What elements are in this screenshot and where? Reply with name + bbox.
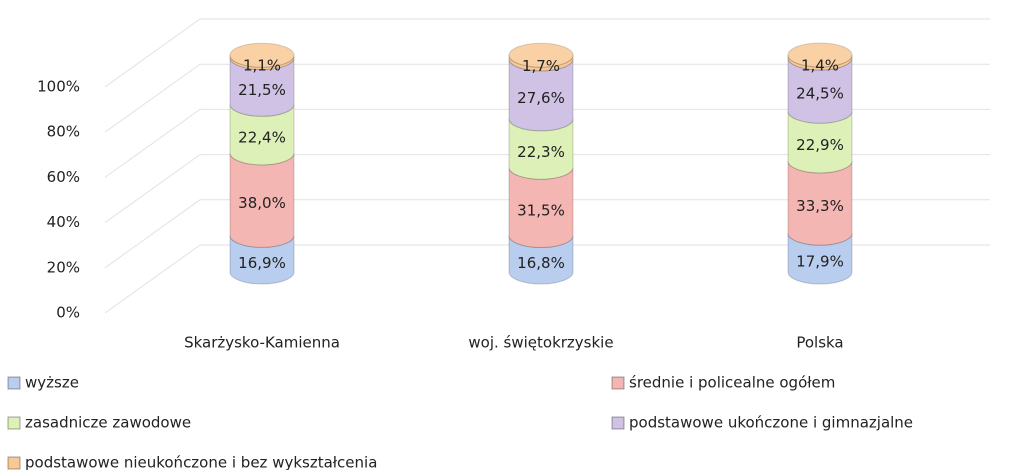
legend-label: średnie i policealne ogółem (629, 374, 835, 392)
value-label: 31,5% (517, 201, 565, 219)
value-label: 21,5% (238, 81, 286, 99)
value-label: 33,3% (796, 197, 844, 215)
value-label: 16,8% (517, 254, 565, 272)
x-tick-label: Skarżysko-Kamienna (184, 334, 340, 352)
value-label: 1,7% (522, 57, 560, 75)
legend-swatch (7, 376, 21, 390)
y-tick-label: 0% (56, 304, 80, 322)
cylinder-top (229, 42, 295, 68)
legend-label: podstawowe nieukończone i bez wykształce… (25, 454, 377, 470)
legend-swatch (7, 416, 21, 430)
x-tick-label: Polska (796, 334, 843, 352)
grid-line (104, 244, 990, 314)
legend-swatch (611, 376, 625, 390)
value-label: 38,0% (238, 194, 286, 212)
value-label: 16,9% (238, 254, 286, 272)
value-label: 22,3% (517, 143, 565, 161)
value-label: 1,1% (243, 57, 281, 75)
value-label: 1,4% (801, 57, 839, 75)
legend-swatch (7, 456, 21, 470)
y-tick-label: 80% (47, 123, 80, 141)
y-tick-label: 20% (47, 258, 80, 276)
grid-line (104, 199, 990, 269)
legend-label: wyższe (25, 374, 79, 392)
value-label: 22,9% (796, 136, 844, 154)
legend-label: podstawowe ukończone i gimnazjalne (629, 414, 913, 432)
value-label: 27,6% (517, 89, 565, 107)
y-tick-label: 60% (47, 168, 80, 186)
grid-line (104, 63, 990, 133)
cylinder-top (787, 42, 853, 68)
legend-swatch (611, 416, 625, 430)
grid-line (104, 108, 990, 178)
legend-label: zasadnicze zawodowe (25, 414, 191, 432)
grid-line (104, 18, 990, 88)
grid-line (104, 154, 990, 224)
y-tick-label: 40% (47, 213, 80, 231)
value-label: 17,9% (796, 253, 844, 271)
value-label: 22,4% (238, 129, 286, 147)
value-label: 24,5% (796, 85, 844, 103)
y-tick-label: 100% (37, 78, 80, 96)
x-tick-label: woj. świętokrzyskie (468, 334, 613, 352)
cylinder-top (508, 42, 574, 68)
